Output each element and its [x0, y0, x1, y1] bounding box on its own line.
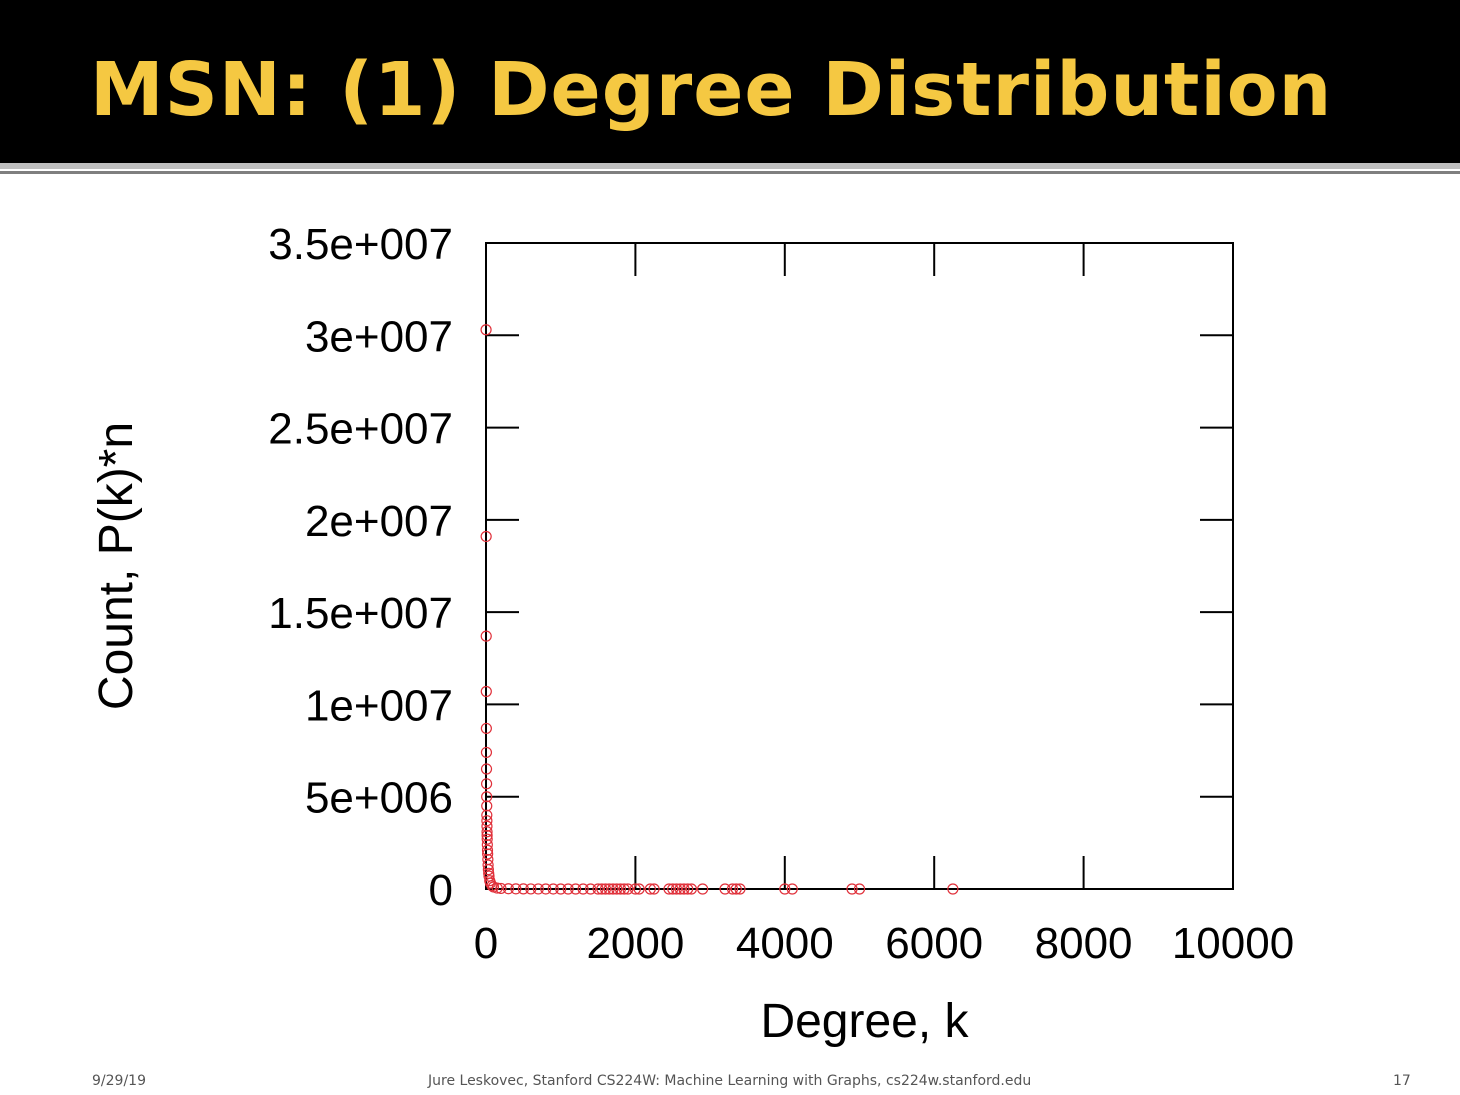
data-point — [540, 883, 552, 895]
data-point — [730, 883, 742, 895]
data-point — [667, 883, 679, 895]
y-tick-label: 5e+006 — [305, 774, 453, 823]
data-point — [611, 883, 623, 895]
x-tick-label: 4000 — [736, 919, 834, 968]
data-point — [648, 883, 660, 895]
footer-credit: Jure Leskovec, Stanford CS224W: Machine … — [428, 1073, 1032, 1089]
data-point — [555, 883, 567, 895]
y-tick-label: 2e+007 — [305, 497, 453, 546]
data-point — [726, 883, 739, 895]
data-point — [584, 883, 597, 895]
data-point — [480, 324, 492, 336]
data-point — [480, 722, 492, 735]
data-point — [480, 763, 493, 775]
data-point — [480, 630, 492, 642]
data-point — [663, 883, 675, 895]
data-point — [547, 883, 559, 895]
data-point — [481, 820, 493, 832]
data-point — [603, 883, 615, 895]
data-point — [670, 883, 683, 895]
footer-date: 9/29/19 — [92, 1073, 146, 1089]
data-point — [481, 815, 493, 827]
y-tick-label: 3e+007 — [305, 312, 453, 361]
data-point — [674, 883, 686, 895]
data-point — [517, 883, 529, 895]
data-point — [480, 778, 493, 790]
data-point — [697, 883, 709, 895]
data-point — [734, 883, 746, 895]
data-point — [614, 883, 627, 895]
data-point — [577, 883, 589, 895]
data-point — [491, 882, 503, 894]
y-tick-label: 3.5e+007 — [268, 220, 453, 269]
y-axis-label: Count, P(k)*n — [90, 422, 143, 710]
data-point — [629, 883, 642, 895]
slide-title: MSN: (1) Degree Distribution — [90, 47, 1333, 133]
data-point — [495, 882, 507, 895]
data-point — [678, 883, 690, 895]
data-point — [510, 883, 522, 895]
data-point — [481, 826, 493, 838]
data-point — [481, 844, 494, 856]
data-point — [482, 859, 494, 871]
title-bar: MSN: (1) Degree Distribution — [0, 0, 1460, 163]
data-point — [562, 883, 574, 895]
data-point — [481, 791, 493, 803]
x-tick-label: 10000 — [1172, 919, 1294, 968]
data-point — [947, 883, 959, 895]
data-point — [480, 530, 492, 543]
plot-frame — [485, 242, 1234, 890]
page-number: 17 — [1393, 1073, 1411, 1089]
data-point — [779, 883, 791, 895]
data-point — [682, 883, 694, 895]
x-tick-label: 6000 — [885, 919, 983, 968]
data-point — [599, 883, 612, 895]
data-point — [480, 746, 493, 759]
x-tick-label: 8000 — [1035, 919, 1133, 968]
data-point — [481, 829, 493, 842]
title-divider — [0, 163, 1460, 169]
x-tick-label: 2000 — [586, 919, 684, 968]
data-point — [719, 883, 731, 895]
data-point — [480, 685, 492, 698]
data-point — [846, 883, 858, 895]
data-point — [596, 883, 608, 895]
data-point — [502, 883, 515, 895]
y-tick-label: 1e+007 — [305, 681, 453, 730]
data-point — [622, 883, 634, 895]
data-point — [481, 833, 493, 845]
data-point — [481, 809, 493, 821]
data-point — [685, 883, 698, 895]
data-point — [532, 883, 544, 895]
data-point — [570, 883, 582, 895]
data-point — [525, 883, 537, 895]
data-point — [633, 883, 645, 895]
y-tick-label: 1.5e+007 — [268, 589, 453, 638]
title-divider-shadow — [0, 171, 1460, 174]
data-point — [853, 883, 866, 895]
data-point — [644, 883, 656, 895]
data-point — [481, 800, 493, 812]
data-point — [481, 839, 493, 851]
data-point — [786, 883, 798, 895]
x-tick-label: 0 — [474, 919, 498, 968]
data-point — [482, 864, 494, 876]
data-point — [592, 883, 604, 895]
y-tick-label: 2.5e+007 — [268, 405, 453, 454]
y-tick-label: 0 — [429, 866, 453, 915]
data-point — [618, 883, 630, 895]
data-point — [482, 848, 494, 860]
x-axis-label: Degree, k — [760, 995, 969, 1048]
data-point — [607, 883, 619, 895]
